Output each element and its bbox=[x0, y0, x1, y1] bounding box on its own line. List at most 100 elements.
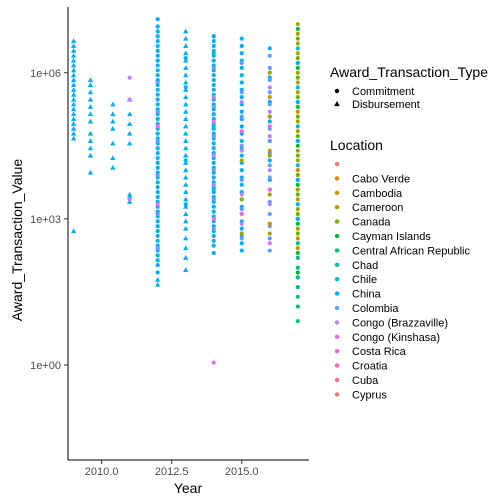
data-point-commitment bbox=[239, 143, 244, 148]
color-legend-key bbox=[334, 320, 340, 325]
data-point-disbursement bbox=[183, 28, 189, 34]
data-point-commitment bbox=[239, 231, 244, 236]
color-legend-label: Cuba bbox=[352, 375, 379, 387]
data-point-commitment bbox=[155, 246, 160, 251]
y-tick-label: 1e+03 bbox=[30, 214, 61, 226]
data-point-commitment bbox=[211, 73, 216, 78]
data-point-commitment bbox=[295, 41, 300, 46]
data-point-commitment bbox=[211, 209, 216, 214]
data-point-disbursement bbox=[110, 118, 116, 124]
data-point-disbursement bbox=[110, 164, 116, 170]
data-point-commitment bbox=[239, 168, 244, 173]
data-point-disbursement bbox=[70, 82, 77, 87]
data-point-commitment bbox=[211, 204, 216, 209]
data-point-disbursement bbox=[70, 67, 77, 73]
data-point-commitment bbox=[155, 202, 160, 207]
data-point-commitment bbox=[155, 233, 160, 239]
color-legend-key bbox=[334, 233, 340, 239]
data-point-disbursement bbox=[70, 38, 77, 44]
data-point-commitment bbox=[155, 80, 160, 85]
color-legend-key bbox=[334, 291, 340, 296]
data-point-disbursement bbox=[183, 108, 189, 114]
data-point-commitment bbox=[183, 158, 188, 163]
data-point-commitment bbox=[155, 116, 160, 122]
data-point-commitment bbox=[295, 172, 300, 178]
data-point-commitment bbox=[295, 241, 300, 246]
data-point-commitment bbox=[239, 153, 244, 158]
x-tick-label: 2012.5 bbox=[155, 466, 189, 478]
data-point-commitment bbox=[267, 202, 272, 207]
data-point-commitment bbox=[267, 192, 272, 197]
data-point-commitment bbox=[295, 207, 300, 212]
data-point-commitment bbox=[267, 236, 272, 241]
data-point-commitment bbox=[155, 258, 160, 263]
data-point-commitment bbox=[211, 82, 216, 88]
data-point-commitment bbox=[239, 182, 244, 187]
data-point-commitment bbox=[267, 175, 272, 180]
data-point-disbursement bbox=[70, 91, 77, 97]
data-point-commitment bbox=[295, 265, 300, 270]
data-point-commitment bbox=[239, 36, 244, 41]
data-point-commitment bbox=[211, 250, 216, 256]
data-point-commitment bbox=[155, 165, 160, 170]
data-point-disbursement bbox=[70, 106, 77, 112]
data-point-commitment bbox=[295, 124, 300, 129]
data-point-disbursement bbox=[126, 140, 133, 146]
data-point-commitment bbox=[239, 248, 244, 253]
data-point-commitment bbox=[239, 148, 244, 153]
data-point-commitment bbox=[211, 141, 216, 146]
data-point-commitment bbox=[295, 75, 300, 80]
data-point-commitment bbox=[295, 231, 300, 236]
data-point-commitment bbox=[295, 114, 300, 119]
data-point-commitment bbox=[267, 231, 272, 236]
data-point-disbursement bbox=[70, 62, 77, 68]
legend: Award_Transaction_Type CommitmentDisburs… bbox=[330, 64, 488, 401]
data-point-disbursement bbox=[70, 121, 77, 126]
data-point-commitment bbox=[211, 238, 216, 243]
data-point-commitment bbox=[239, 241, 244, 246]
data-point-commitment bbox=[211, 175, 216, 180]
y-tick-label: 1e+00 bbox=[30, 360, 61, 372]
color-legend-label: Croatia bbox=[352, 361, 388, 373]
data-point-commitment bbox=[155, 189, 160, 195]
color-legend-key bbox=[334, 392, 340, 397]
data-point-commitment bbox=[267, 133, 272, 139]
data-point-commitment bbox=[295, 153, 300, 158]
data-point-disbursement bbox=[70, 57, 77, 63]
data-point-commitment bbox=[295, 119, 300, 124]
data-point-disbursement bbox=[126, 121, 133, 126]
data-point-commitment bbox=[239, 177, 244, 183]
data-point-commitment bbox=[267, 85, 272, 90]
data-point-commitment bbox=[155, 219, 160, 224]
data-point-commitment bbox=[267, 119, 272, 124]
data-point-disbursement bbox=[183, 138, 189, 143]
data-point-commitment bbox=[239, 197, 244, 202]
data-point-commitment bbox=[155, 155, 160, 161]
data-point-disbursement bbox=[183, 65, 189, 70]
color-legend-label: Congo (Kinshasa) bbox=[352, 332, 440, 344]
color-legend-key bbox=[334, 377, 340, 383]
color-legend-key bbox=[334, 334, 340, 339]
data-point-disbursement bbox=[87, 89, 94, 95]
color-legend-key bbox=[334, 349, 340, 354]
data-point-commitment bbox=[295, 294, 300, 299]
data-point-commitment bbox=[239, 109, 244, 114]
data-point-disbursement bbox=[183, 50, 189, 56]
data-point-commitment bbox=[267, 109, 272, 114]
color-legend-key bbox=[334, 305, 340, 311]
data-point-commitment bbox=[155, 109, 160, 114]
color-legend-key bbox=[334, 277, 340, 282]
color-legend-key bbox=[334, 161, 340, 167]
data-point-disbursement bbox=[183, 94, 189, 100]
data-point-commitment bbox=[211, 233, 216, 239]
data-point-disbursement bbox=[70, 43, 77, 48]
data-point-commitment bbox=[211, 243, 216, 248]
data-point-disbursement bbox=[70, 111, 77, 117]
data-point-disbursement bbox=[183, 174, 189, 180]
data-point-commitment bbox=[267, 163, 272, 168]
data-point-commitment bbox=[295, 168, 300, 173]
data-point-commitment bbox=[267, 124, 272, 129]
data-point-commitment bbox=[211, 182, 216, 187]
